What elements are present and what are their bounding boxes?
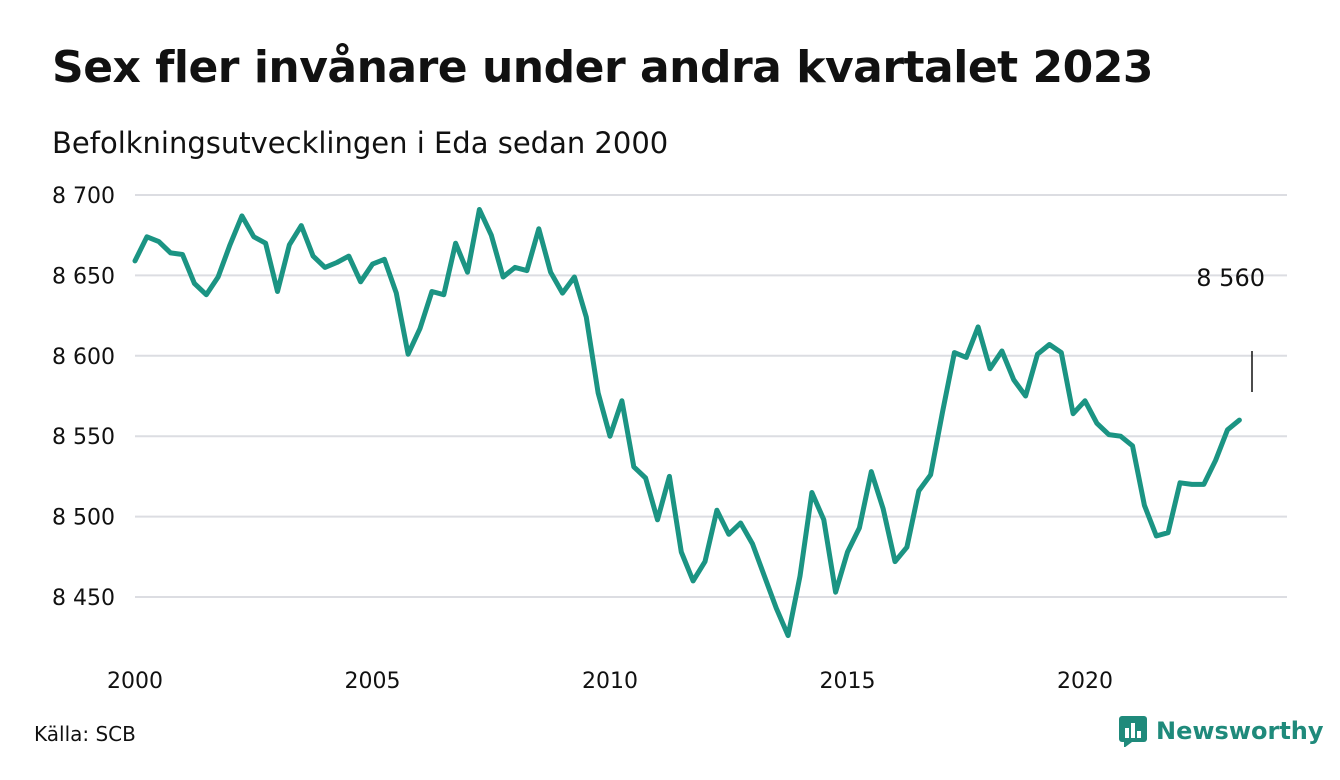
y-tick-label: 8 600 [52, 345, 115, 370]
x-tick-label: 2010 [582, 669, 638, 694]
y-tick-label: 8 700 [52, 184, 115, 209]
y-tick-label: 8 650 [52, 264, 115, 289]
chart-title: Sex fler invånare under andra kvartalet … [52, 42, 1154, 93]
x-axis-ticks: 2000 2005 2010 2015 2020 [107, 669, 1113, 694]
series-line [132, 207, 1242, 639]
y-axis-ticks: 8 700 8 650 8 600 8 550 8 500 8 450 [52, 184, 115, 611]
y-tick-label: 8 500 [52, 506, 115, 531]
series-layer [132, 207, 1242, 639]
y-tick-label: 8 450 [52, 586, 115, 611]
source-label: Källa: SCB [34, 722, 136, 746]
brand-name: Newsworthy [1156, 717, 1324, 745]
brand-logo: Newsworthy [1118, 714, 1324, 748]
newsworthy-logo-icon [1119, 716, 1147, 747]
x-tick-label: 2015 [820, 669, 876, 694]
x-tick-label: 2005 [345, 669, 401, 694]
chart-subtitle: Befolkningsutvecklingen i Eda sedan 2000 [52, 126, 669, 160]
end-value-label: 8 560 [1196, 264, 1265, 292]
x-tick-label: 2020 [1057, 669, 1113, 694]
gridlines [135, 194, 1287, 598]
y-tick-label: 8 550 [52, 425, 115, 450]
x-tick-label: 2000 [107, 669, 163, 694]
